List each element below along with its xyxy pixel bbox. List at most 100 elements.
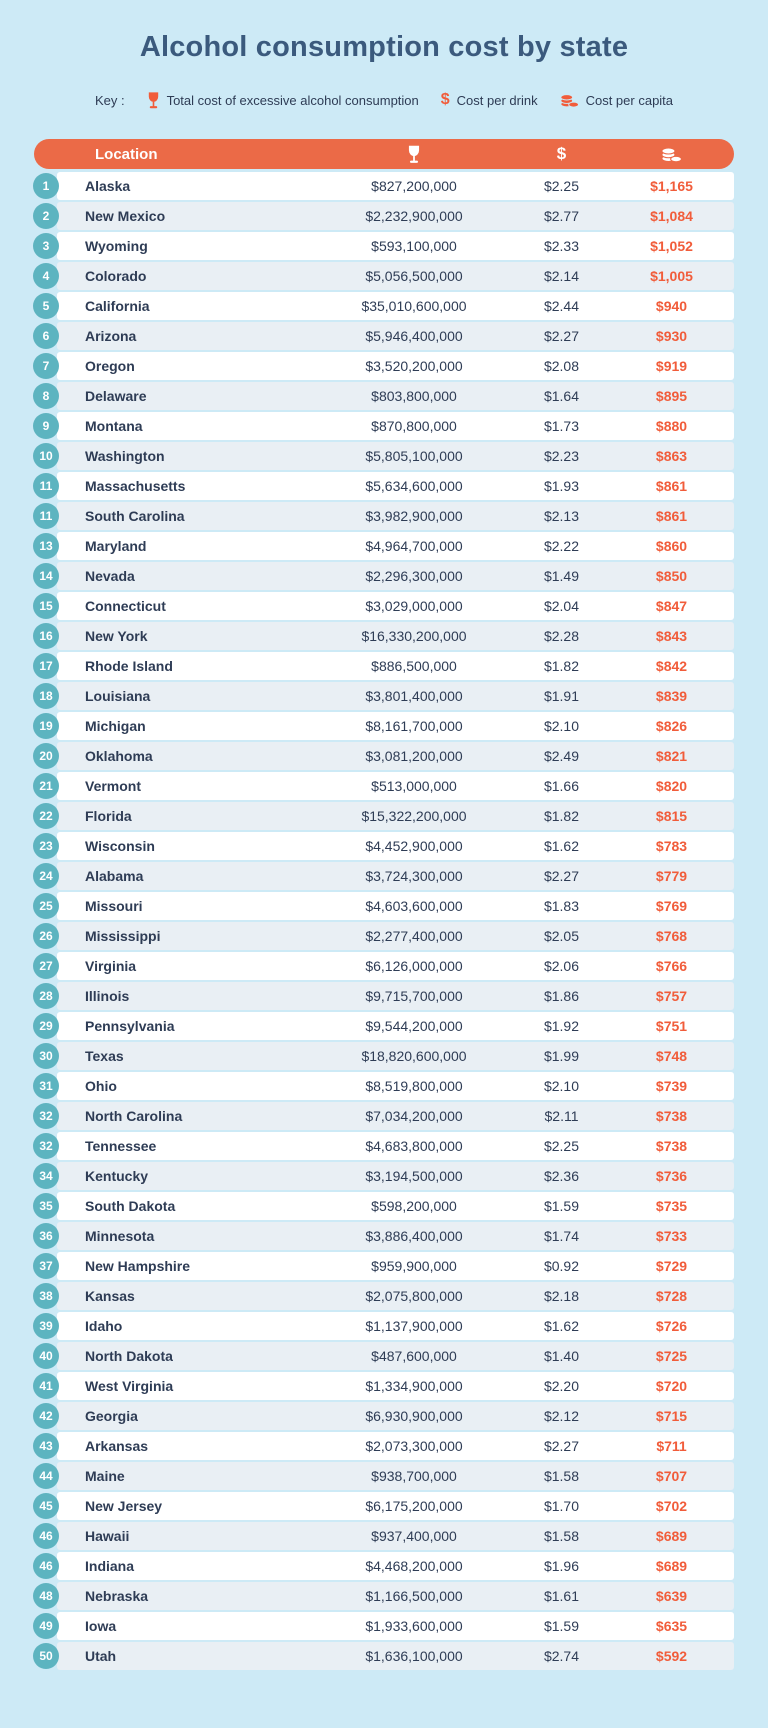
table-row: 31 Ohio $8,519,800,000 $2.10 $739 [33,1072,734,1100]
table-row-body: Arkansas $2,073,300,000 $2.27 $711 [57,1432,734,1460]
rank-badge: 11 [33,473,59,499]
state-name: New Jersey [85,1498,163,1514]
total-cost-value: $1,166,500,000 [365,1588,463,1604]
table-row: 37 New Hampshire $959,900,000 $0.92 $729 [33,1252,734,1280]
rank-badge: 32 [33,1133,59,1159]
total-cost-value: $1,334,900,000 [365,1378,463,1394]
total-cost-value: $6,930,900,000 [365,1408,463,1424]
cost-per-capita-value: $850 [655,568,688,584]
state-name: Iowa [85,1618,117,1634]
total-cost-value: $18,820,600,000 [361,1048,467,1064]
cost-per-drink-value: $1.62 [543,1318,580,1334]
total-cost-value: $3,886,400,000 [365,1228,463,1244]
state-name: Texas [85,1048,124,1064]
rank-badge: 40 [33,1343,59,1369]
table-row-body: Maine $938,700,000 $1.58 $707 [57,1462,734,1490]
table-row-body: Mississippi $2,277,400,000 $2.05 $768 [57,922,734,950]
total-cost-value: $16,330,200,000 [361,628,467,644]
state-name: Michigan [85,718,146,734]
table-row: 36 Minnesota $3,886,400,000 $1.74 $733 [33,1222,734,1250]
state-name: Oregon [85,358,135,374]
cost-per-drink-value: $2.27 [543,328,580,344]
rank-badge: 37 [33,1253,59,1279]
total-cost-value: $9,544,200,000 [365,1018,463,1034]
cost-per-capita-value: $707 [655,1468,688,1484]
total-cost-value: $2,073,300,000 [365,1438,463,1454]
table-body: 1 Alaska $827,200,000 $2.25 $1,165 2 New Mexic… [0,172,768,1670]
total-cost-value: $3,982,900,000 [365,508,463,524]
rank-badge: 6 [33,323,59,349]
total-cost-value: $6,175,200,000 [365,1498,463,1514]
state-name: Kentucky [85,1168,149,1184]
table-row-body: Virginia $6,126,000,000 $2.06 $766 [57,952,734,980]
table-row-body: Nebraska $1,166,500,000 $1.61 $639 [57,1582,734,1610]
cost-per-drink-value: $1.40 [543,1348,580,1364]
cost-per-drink-value: $1.73 [543,418,580,434]
rank-badge: 46 [33,1523,59,1549]
rank-badge: 29 [33,1013,59,1039]
cost-per-drink-value: $2.28 [543,628,580,644]
total-cost-value: $4,603,600,000 [365,898,463,914]
table-row-body: Michigan $8,161,700,000 $2.10 $826 [57,712,734,740]
total-cost-value: $35,010,600,000 [361,298,467,314]
cost-per-capita-value: $839 [655,688,688,704]
cost-per-capita-value: $726 [655,1318,688,1334]
rank-badge: 21 [33,773,59,799]
table-row: 43 Arkansas $2,073,300,000 $2.27 $711 [33,1432,734,1460]
table-header: Location $ [34,139,734,169]
cost-per-drink-value: $1.58 [543,1468,580,1484]
table-row-body: Nevada $2,296,300,000 $1.49 $850 [57,562,734,590]
rank-badge: 39 [33,1313,59,1339]
rank-badge: 49 [33,1613,59,1639]
total-cost-value: $886,500,000 [371,658,457,674]
table-row: 11 Massachusetts $5,634,600,000 $1.93 $861 [33,472,734,500]
cost-per-drink-value: $2.33 [543,238,580,254]
table-row: 17 Rhode Island $886,500,000 $1.82 $842 [33,652,734,680]
legend-item-total-cost: Total cost of excessive alcohol consumpt… [147,91,419,109]
table-row-body: Maryland $4,964,700,000 $2.22 $860 [57,532,734,560]
total-cost-value: $2,075,800,000 [365,1288,463,1304]
total-cost-value: $598,200,000 [371,1198,457,1214]
state-name: Nevada [85,568,135,584]
cost-per-drink-value: $1.62 [543,838,580,854]
dollar-icon: $ [556,144,567,163]
cost-per-capita-value: $860 [655,538,688,554]
cost-per-drink-value: $1.82 [543,658,580,674]
total-cost-value: $4,468,200,000 [365,1558,463,1574]
table-row-body: Tennessee $4,683,800,000 $2.25 $738 [57,1132,734,1160]
cost-per-capita-value: $720 [655,1378,688,1394]
table-row-body: Delaware $803,800,000 $1.64 $895 [57,382,734,410]
state-name: Kansas [85,1288,135,1304]
total-cost-value: $2,296,300,000 [365,568,463,584]
table-row: 40 North Dakota $487,600,000 $1.40 $725 [33,1342,734,1370]
cost-per-drink-value: $2.12 [543,1408,580,1424]
state-name: Idaho [85,1318,123,1334]
rank-badge: 4 [33,263,59,289]
state-name: Nebraska [85,1588,149,1604]
legend-item-label: Cost per capita [585,92,674,108]
table-row-body: Connecticut $3,029,000,000 $2.04 $847 [57,592,734,620]
table-row-body: Massachusetts $5,634,600,000 $1.93 $861 [57,472,734,500]
total-cost-value: $9,715,700,000 [365,988,463,1004]
table-row: 15 Connecticut $3,029,000,000 $2.04 $847 [33,592,734,620]
cost-per-capita-value: $1,005 [650,268,693,284]
rank-badge: 48 [33,1583,59,1609]
rank-badge: 38 [33,1283,59,1309]
cost-per-drink-value: $1.91 [543,688,580,704]
state-name: Oklahoma [85,748,153,764]
total-cost-value: $593,100,000 [371,238,457,254]
cost-per-capita-value: $738 [655,1138,688,1154]
table-row: 32 North Carolina $7,034,200,000 $2.11 $738 [33,1102,734,1130]
rank-badge: 1 [33,173,59,199]
table-row: 14 Nevada $2,296,300,000 $1.49 $850 [33,562,734,590]
legend: Key : Total cost of excessive alcohol co… [0,90,768,110]
cost-per-capita-value: $702 [655,1498,688,1514]
cost-per-drink-value: $2.44 [543,298,580,314]
cost-per-drink-value: $2.10 [543,1078,580,1094]
cost-per-capita-value: $725 [655,1348,688,1364]
cost-per-capita-value: $728 [655,1288,688,1304]
cost-per-capita-value: $689 [655,1558,688,1574]
rank-badge: 7 [33,353,59,379]
state-name: New Mexico [85,208,166,224]
total-cost-value: $937,400,000 [371,1528,457,1544]
